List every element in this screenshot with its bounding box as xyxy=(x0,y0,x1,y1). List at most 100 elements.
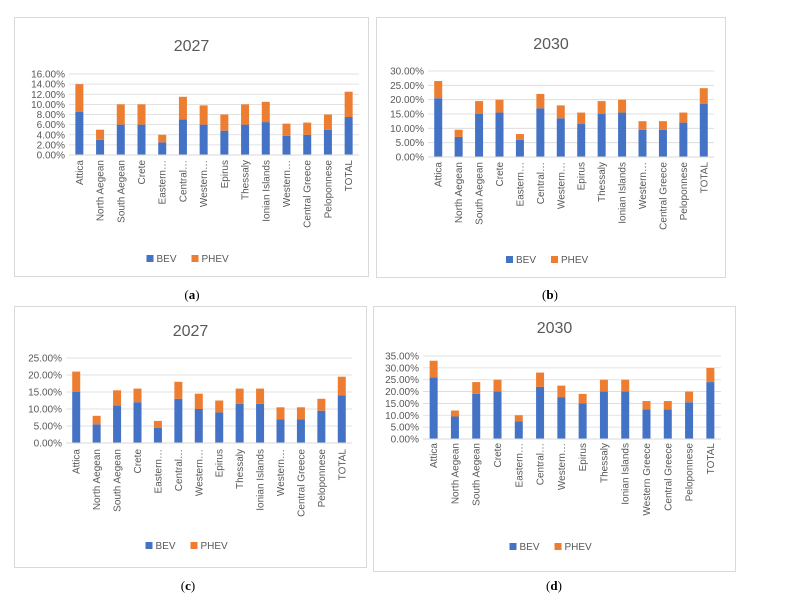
legend-label-phev: PHEV xyxy=(202,254,230,265)
bar-phev-2 xyxy=(116,104,125,125)
bar-phev-12 xyxy=(685,391,694,403)
y-tick-label: 0.00% xyxy=(37,151,65,162)
bar-bev-13 xyxy=(344,117,353,155)
x-category-label: TOTAL xyxy=(344,160,355,192)
bar-phev-5 xyxy=(178,96,187,120)
x-category-label: Peloponnese xyxy=(685,443,696,502)
x-category-label: South Aegean xyxy=(475,162,486,225)
bar-bev-2 xyxy=(116,124,125,155)
bar-bev-12 xyxy=(323,129,332,155)
bar-phev-4 xyxy=(514,415,523,422)
legend-swatch-phev xyxy=(554,543,562,550)
y-tick-label: 14.00% xyxy=(31,80,65,91)
y-tick-label: 20.00% xyxy=(385,387,419,398)
bar-bev-1 xyxy=(92,424,101,443)
bar-phev-1 xyxy=(92,415,101,425)
x-category-label: Crete xyxy=(493,443,504,468)
chart-title-c: 2027 xyxy=(173,323,209,340)
x-category-label: Peloponnese xyxy=(679,162,690,221)
bar-bev-6 xyxy=(194,409,203,443)
y-tick-label: 25.00% xyxy=(385,375,419,386)
y-tick-label: 0.00% xyxy=(34,439,62,450)
bar-bev-0 xyxy=(72,392,81,443)
legend-label-phev: PHEV xyxy=(565,542,593,553)
chart-a: 2027 0.00%2.00%4.00%6.00%8.00%10.00%12.00… xyxy=(31,38,359,265)
bar-bev-1 xyxy=(96,139,105,155)
bar-phev-8 xyxy=(597,101,606,114)
bar-bev-10 xyxy=(642,409,651,439)
bar-phev-13 xyxy=(344,91,353,118)
x-category-label: South Aegean xyxy=(113,449,124,512)
bar-phev-5 xyxy=(536,372,545,387)
x-category-label: Central Greece xyxy=(303,160,314,228)
bar-bev-8 xyxy=(235,403,244,443)
x-category-label: Thessaly xyxy=(235,449,246,489)
bar-bev-6 xyxy=(199,124,208,155)
x-category-label: Epirus xyxy=(215,449,226,477)
y-tick-label: 4.00% xyxy=(37,130,65,141)
bar-phev-6 xyxy=(199,105,208,125)
bar-bev-7 xyxy=(220,130,229,155)
x-category-label: South Aegean xyxy=(116,160,127,223)
bar-phev-3 xyxy=(495,99,504,113)
bar-phev-4 xyxy=(158,134,167,143)
x-category-label: North Aegean xyxy=(96,160,107,221)
bar-bev-4 xyxy=(515,139,524,157)
bar-bev-12 xyxy=(679,122,688,157)
caption-b: (b) xyxy=(542,287,558,302)
bar-phev-10 xyxy=(276,407,285,420)
bar-phev-3 xyxy=(493,379,502,392)
bar-phev-0 xyxy=(75,84,84,112)
bar-phev-11 xyxy=(303,122,312,135)
x-category-label: Peloponnese xyxy=(323,160,334,219)
x-category-label: Ionian Islands xyxy=(256,449,267,511)
bar-bev-8 xyxy=(597,114,606,157)
chart-c: 2027 0.00% 5.00% 10.00% 15.00% 20.00% 25.00% At… xyxy=(28,323,352,552)
bar-phev-0 xyxy=(429,360,438,378)
bar-bev-9 xyxy=(621,391,630,439)
bar-phev-10 xyxy=(638,121,647,130)
y-tick-label: 20.00% xyxy=(28,371,62,382)
legend-swatch-phev xyxy=(190,542,198,549)
bar-bev-5 xyxy=(536,386,545,439)
x-category-label: Eastern… xyxy=(153,449,164,493)
x-category-label: Central… xyxy=(178,160,189,202)
y-tick-label: 15.00% xyxy=(385,399,419,410)
y-tick-label: 15.00% xyxy=(28,388,62,399)
chart-title-d: 2030 xyxy=(537,320,573,337)
x-category-label: Attica xyxy=(75,160,86,185)
x-category-label: Central… xyxy=(536,162,547,204)
y-tick-label: 10.00% xyxy=(390,124,424,135)
chart-title-b: 2030 xyxy=(533,36,569,53)
x-category-label: Epirus xyxy=(577,162,588,190)
bar-phev-9 xyxy=(256,388,265,404)
bar-phev-11 xyxy=(663,401,672,410)
y-tick-label: 25.00% xyxy=(28,354,62,365)
x-category-label: Attica xyxy=(72,449,83,474)
bar-phev-7 xyxy=(578,393,587,404)
bar-bev-1 xyxy=(454,136,463,157)
x-category-label: North Aegean xyxy=(454,162,465,223)
bar-bev-12 xyxy=(685,402,694,439)
x-category-label: Crete xyxy=(495,162,506,187)
y-tick-label: 15.00% xyxy=(390,110,424,121)
x-category-label: Western… xyxy=(276,449,287,496)
x-category-label: Western… xyxy=(282,160,293,207)
x-category-label: South Aegean xyxy=(472,443,483,506)
bar-phev-6 xyxy=(556,105,565,119)
bar-bev-2 xyxy=(113,405,122,443)
bar-bev-13 xyxy=(706,382,715,439)
bar-phev-13 xyxy=(337,376,346,396)
bar-bev-5 xyxy=(536,108,545,157)
legend-label-bev: BEV xyxy=(156,541,176,552)
y-tick-label: 10.00% xyxy=(385,411,419,422)
x-category-label: Crete xyxy=(137,160,148,185)
x-category-label: Western… xyxy=(556,162,567,209)
bar-bev-8 xyxy=(241,124,250,155)
bar-phev-8 xyxy=(235,388,244,404)
x-category-label: Thessaly xyxy=(241,160,252,200)
x-category-label: Central… xyxy=(536,443,547,485)
bar-bev-11 xyxy=(663,409,672,439)
y-tick-label: 16.00% xyxy=(31,70,65,81)
x-category-label: Western… xyxy=(194,449,205,496)
